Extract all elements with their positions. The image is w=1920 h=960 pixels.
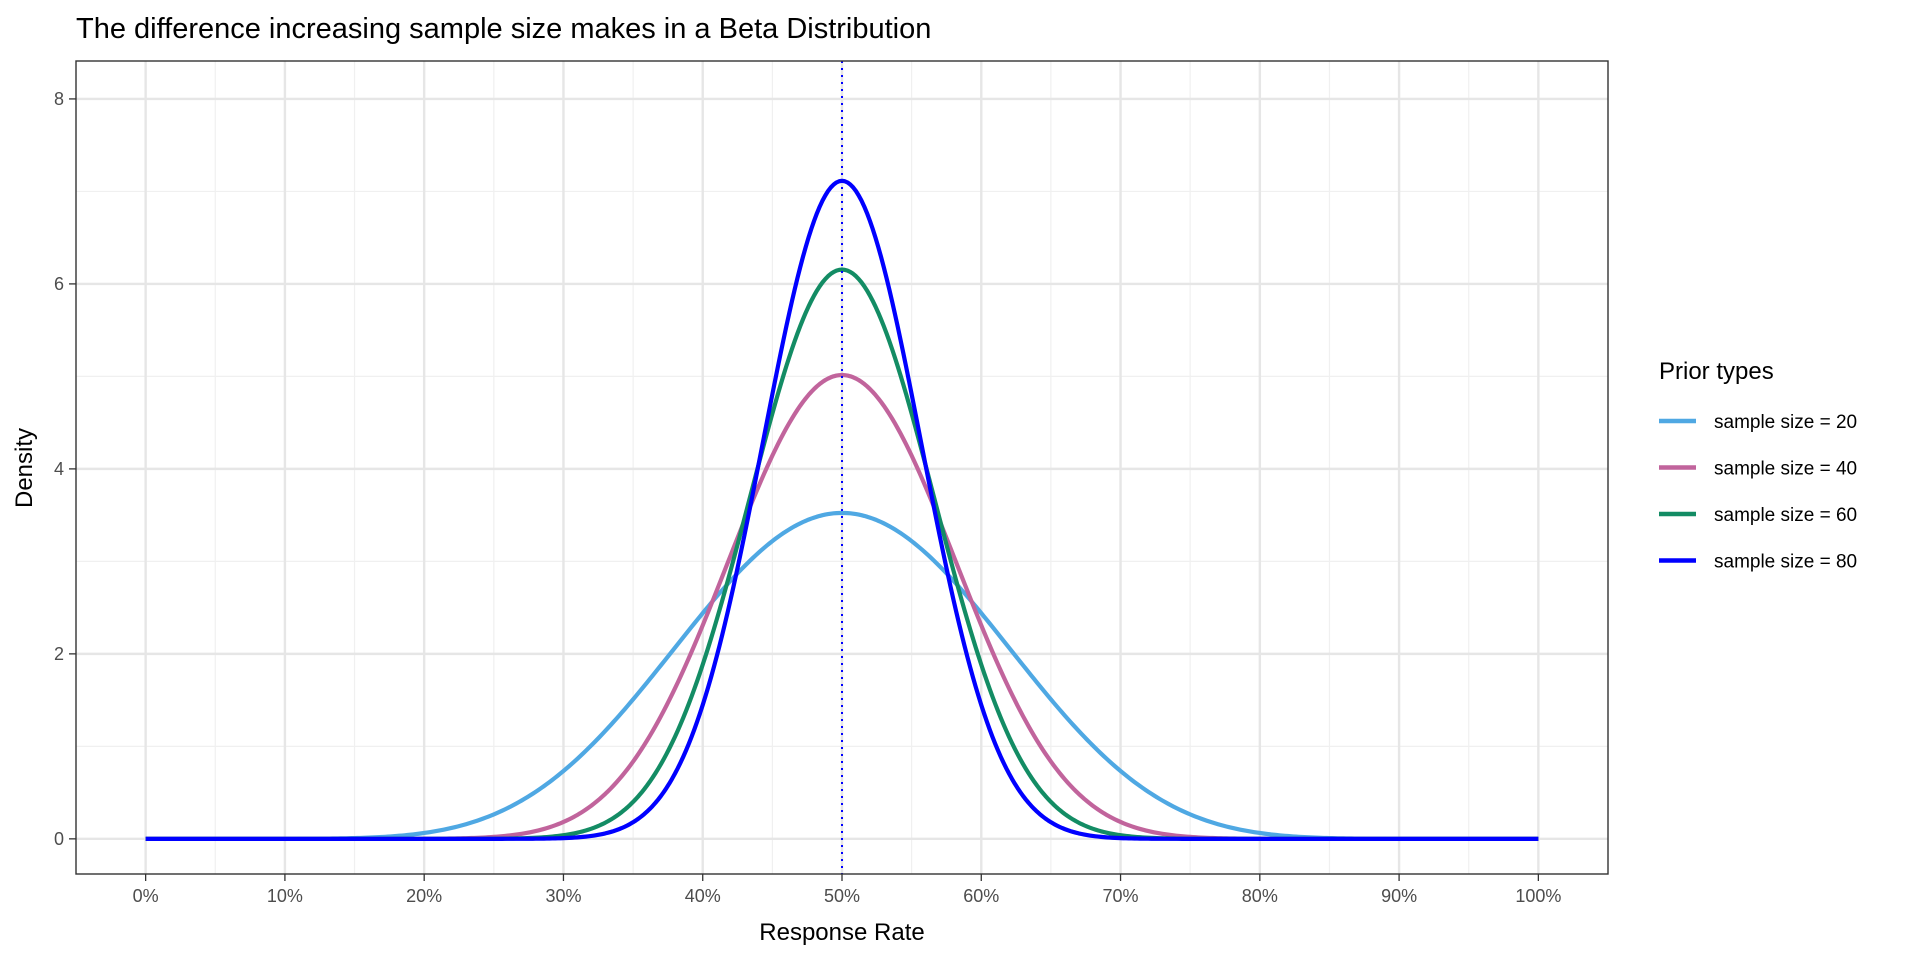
x-tick-label: 0% (133, 886, 159, 906)
x-tick-label: 70% (1103, 886, 1139, 906)
x-tick-label: 40% (685, 886, 721, 906)
y-tick-label: 2 (54, 644, 64, 664)
axes: 0% 10% 20% 30% 40% 50% 60% 70% 80% 90% 100% 0 2 4 6 8 (54, 60, 1609, 906)
legend-label: sample size = 60 (1714, 505, 1857, 526)
curves (145, 61, 1539, 874)
y-tick-label: 6 (54, 274, 64, 294)
x-tick-label: 20% (406, 886, 442, 906)
y-tick-label: 0 (54, 829, 64, 849)
legend-label: sample size = 20 (1714, 412, 1857, 433)
x-tick-label: 80% (1242, 886, 1278, 906)
legend: Prior types sample size = 20 sample size … (1659, 358, 1857, 573)
plot-panel-border (75, 60, 1609, 875)
x-tick-label: 100% (1515, 886, 1561, 906)
y-tick-label: 8 (54, 89, 64, 109)
x-tick-label: 30% (545, 886, 581, 906)
x-axis-label: Response Rate (759, 919, 924, 946)
y-tick-label: 4 (54, 459, 64, 479)
x-tick-label: 60% (963, 886, 999, 906)
chart-title: The difference increasing sample size ma… (76, 13, 931, 45)
x-tick-label: 10% (267, 886, 303, 906)
legend-label: sample size = 80 (1714, 552, 1857, 573)
legend-label: sample size = 40 (1714, 459, 1857, 480)
x-tick-label: 90% (1381, 886, 1417, 906)
y-axis-label: Density (11, 428, 38, 508)
legend-title: Prior types (1659, 358, 1774, 385)
x-tick-label: 50% (824, 886, 860, 906)
